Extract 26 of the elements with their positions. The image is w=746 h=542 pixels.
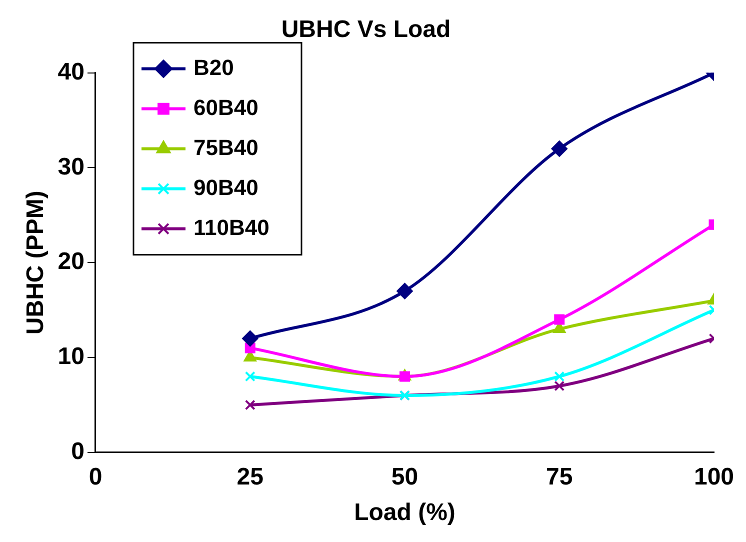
legend-label: 60B40 [193,94,258,120]
y-tick-label: 0 [71,438,84,466]
x-tick-label: 50 [391,463,418,490]
x-axis-title: Load (%) [354,499,456,526]
y-tick-label: 40 [58,58,84,86]
x-tick-label: 75 [546,463,573,490]
x-tick-label: 25 [236,463,264,490]
point [396,283,413,300]
point [242,330,258,347]
point [244,400,256,410]
point [554,371,565,382]
chart-title: UBHC Vs Load [281,16,451,44]
y-axis-title: UBHC (PPM) [22,190,50,335]
legend-label: B20 [193,54,234,80]
x-tick-label: 100 [694,463,734,490]
legend-label: 75B40 [193,134,258,160]
legend-label: 110B40 [193,214,270,240]
y-tick-label: 30 [58,153,84,180]
x-tick-label: 0 [88,463,102,490]
y-tick-label: 10 [58,343,84,370]
point [551,140,568,157]
y-tick-label: 20 [58,248,84,276]
point [554,314,565,325]
point [554,380,565,392]
point [244,371,256,382]
legend-label: 90B40 [193,174,258,200]
